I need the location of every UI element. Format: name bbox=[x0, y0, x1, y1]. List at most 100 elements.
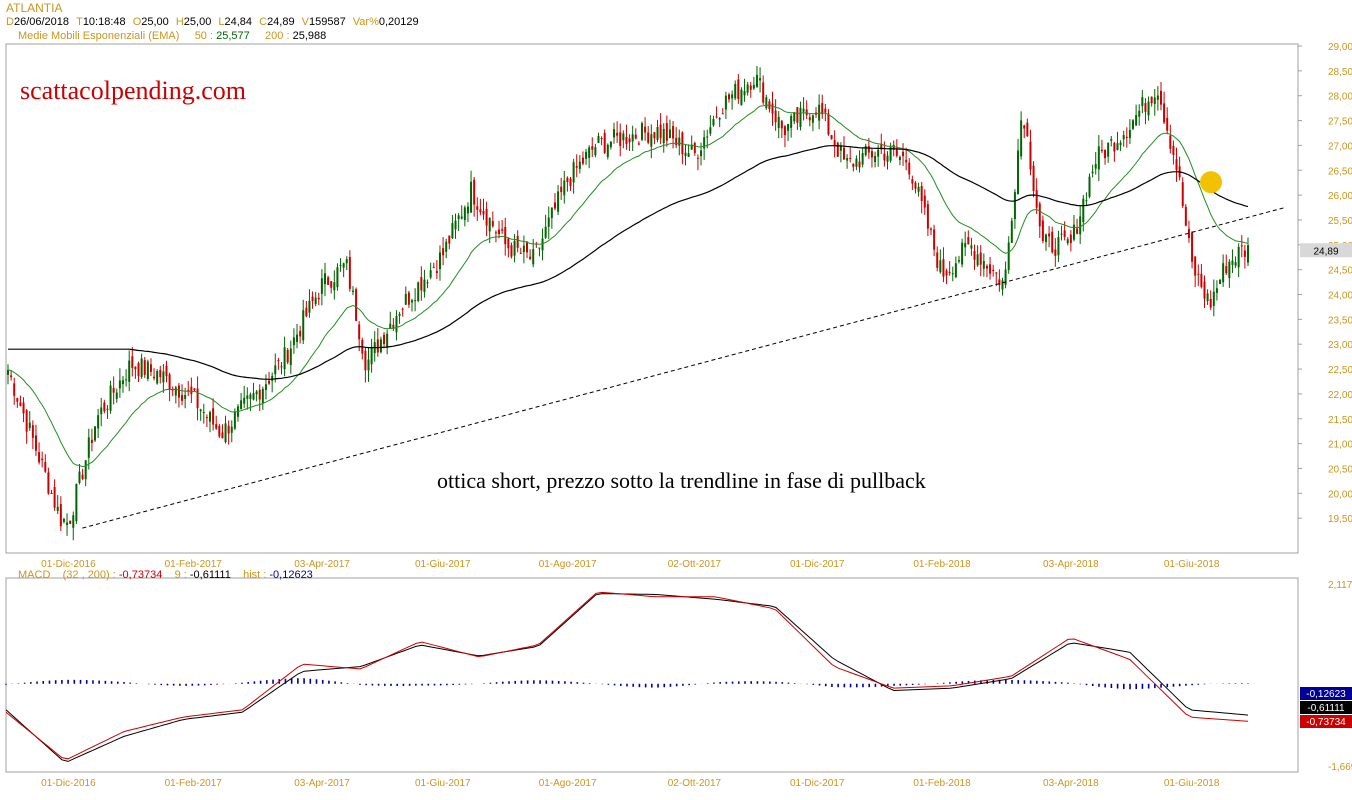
candle-body bbox=[473, 179, 476, 205]
candle-body bbox=[585, 151, 588, 159]
candle-body bbox=[504, 226, 507, 245]
candle-body bbox=[591, 146, 594, 150]
candle-body bbox=[212, 408, 215, 425]
y-tick-label: 27,50 bbox=[1328, 117, 1352, 128]
candle-body bbox=[700, 150, 703, 157]
candle-body bbox=[1100, 149, 1103, 152]
candle-body bbox=[821, 103, 824, 115]
y-tick-label: 23,00 bbox=[1328, 340, 1352, 351]
candle-body bbox=[146, 361, 149, 379]
candle-body bbox=[942, 259, 945, 277]
candle-body bbox=[258, 389, 261, 400]
candle-body bbox=[787, 123, 790, 131]
candle-body bbox=[190, 386, 193, 395]
candle-body bbox=[466, 206, 469, 214]
ema200-label: 200 : bbox=[265, 30, 290, 42]
candle-body bbox=[824, 108, 827, 113]
candle-body bbox=[268, 380, 271, 384]
candle-body bbox=[774, 110, 777, 123]
candle-body bbox=[575, 165, 578, 168]
candle-body bbox=[1231, 260, 1234, 265]
candle-body bbox=[1041, 220, 1044, 241]
watermark-text: scattacolpending.com bbox=[20, 76, 246, 105]
candle-body bbox=[718, 117, 721, 120]
candle-body bbox=[1128, 129, 1131, 139]
candle-body bbox=[743, 90, 746, 96]
x-tick-label: 03-Apr-2017 bbox=[294, 559, 350, 570]
candle-body bbox=[28, 422, 31, 429]
candle-body bbox=[650, 134, 653, 147]
candle-body bbox=[174, 387, 177, 396]
candle-body bbox=[765, 97, 768, 109]
macd-value-box bbox=[1300, 701, 1352, 714]
candle-body bbox=[1159, 90, 1162, 105]
candle-body bbox=[193, 388, 196, 391]
annotation-text: ottica short, prezzo sotto la trendline … bbox=[437, 468, 926, 493]
candle-body bbox=[1113, 142, 1116, 152]
candle-body bbox=[78, 471, 81, 483]
macd-x-tick-label: 01-Dic-2016 bbox=[41, 778, 96, 789]
candle-body bbox=[892, 144, 895, 150]
candle-body bbox=[358, 324, 361, 340]
macd-legend: MACD (32 , 200) : -0,73734 9 : -0,61111 … bbox=[18, 569, 313, 581]
candle-body bbox=[995, 272, 998, 274]
candle-body bbox=[933, 229, 936, 250]
candle-body bbox=[1094, 164, 1097, 169]
ema50-line bbox=[7, 104, 1249, 468]
candle-body bbox=[728, 94, 731, 100]
candle-body bbox=[320, 278, 323, 294]
candle-body bbox=[128, 360, 131, 382]
candle-body bbox=[286, 349, 289, 363]
candle-body bbox=[44, 462, 47, 472]
candle-body bbox=[1215, 288, 1218, 293]
candle-body bbox=[746, 84, 749, 93]
candle-body bbox=[1141, 97, 1144, 107]
candle-body bbox=[712, 118, 715, 126]
macd-value-label: -0,12623 bbox=[1306, 689, 1346, 700]
highlight-marker bbox=[1200, 171, 1222, 194]
candle-body bbox=[498, 229, 501, 235]
candle-body bbox=[460, 216, 463, 219]
candle-body bbox=[1153, 97, 1156, 104]
candle-body bbox=[724, 95, 727, 110]
candle-body bbox=[563, 180, 566, 196]
x-tick-label: 01-Dic-2016 bbox=[41, 559, 96, 570]
candle-body bbox=[740, 89, 743, 106]
candle-body bbox=[600, 138, 603, 140]
candle-body bbox=[1048, 233, 1051, 237]
candle-body bbox=[777, 117, 780, 129]
candle-body bbox=[100, 407, 103, 415]
candle-body bbox=[330, 281, 333, 288]
candle-body bbox=[721, 113, 724, 115]
candle-body bbox=[317, 297, 320, 300]
signal-line bbox=[5, 593, 1249, 762]
candle-body bbox=[305, 307, 308, 317]
candle-body bbox=[954, 263, 957, 278]
ema200-value: 25,988 bbox=[292, 30, 327, 42]
y-tick-label: 22,50 bbox=[1328, 365, 1352, 376]
candle-body bbox=[1038, 203, 1041, 227]
candle-body bbox=[1125, 136, 1128, 138]
candle-body bbox=[411, 300, 414, 303]
candle-body bbox=[926, 204, 929, 229]
candle-body bbox=[588, 147, 591, 158]
candle-body bbox=[488, 217, 491, 232]
candle-body bbox=[118, 380, 121, 389]
candle-body bbox=[485, 208, 488, 226]
candle-body bbox=[1079, 216, 1082, 235]
candle-body bbox=[1175, 159, 1178, 171]
candle-body bbox=[87, 437, 90, 458]
candle-body bbox=[112, 387, 115, 393]
quote-value: 24,84 bbox=[224, 16, 256, 28]
candle-body bbox=[858, 161, 861, 168]
candle-body bbox=[165, 365, 168, 377]
candle-body bbox=[59, 504, 62, 527]
candle-body bbox=[1001, 280, 1004, 290]
candle-body bbox=[137, 362, 140, 377]
candle-body bbox=[13, 383, 16, 396]
candle-body bbox=[529, 256, 532, 259]
candle-body bbox=[665, 123, 668, 141]
x-tick-label: 01-Ago-2017 bbox=[539, 559, 597, 570]
candle-body bbox=[1110, 139, 1113, 141]
candle-body bbox=[274, 365, 277, 375]
